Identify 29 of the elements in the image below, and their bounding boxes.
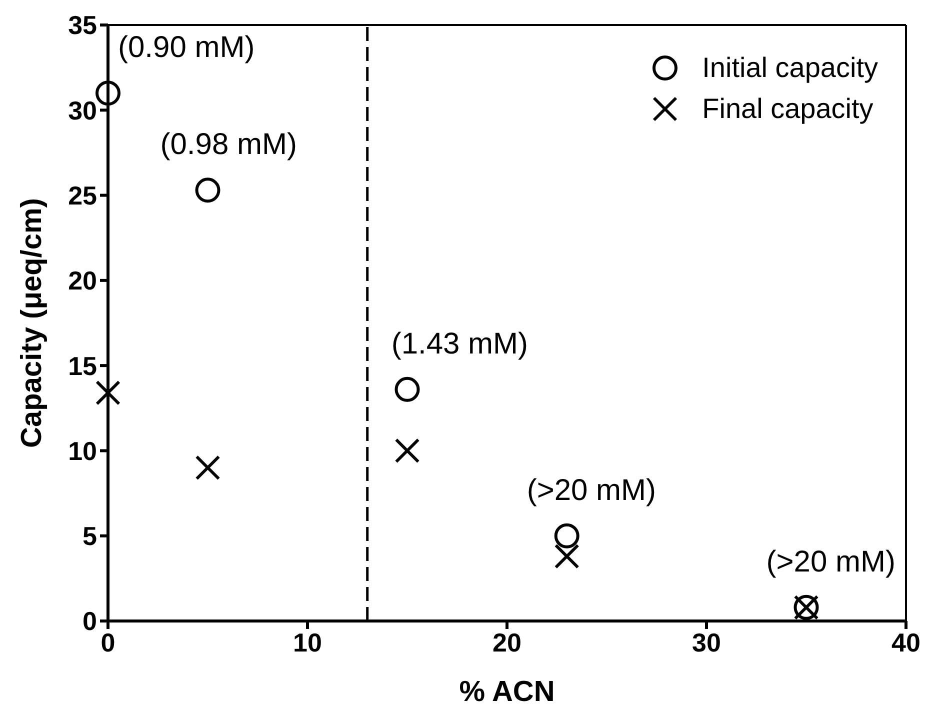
y-tick-label: 35	[68, 10, 97, 40]
point	[394, 376, 420, 402]
point	[394, 438, 420, 464]
y-tick-label: 30	[68, 95, 97, 126]
x-axis-title: % ACN	[459, 676, 555, 708]
y-axis-title: Capacity (μeq/cm)	[16, 198, 48, 448]
point	[554, 523, 580, 548]
y-tick-label: 0	[82, 606, 97, 636]
x-tick-label: 40	[892, 627, 920, 658]
y-tick-label: 25	[68, 180, 97, 211]
x-tick-label: 20	[492, 627, 522, 658]
legend-label: Initial capacity	[702, 52, 878, 82]
legend-label: Final capacity	[702, 92, 874, 124]
annotation: (1.43 mM)	[391, 327, 528, 360]
x-tick-label: 30	[692, 627, 721, 658]
point	[195, 455, 220, 480]
annotation: (0.90 mM)	[118, 31, 255, 64]
annotation: (>20 mM)	[766, 545, 896, 578]
point	[554, 544, 580, 569]
y-tick-label: 5	[82, 521, 97, 552]
point	[195, 178, 220, 203]
annotation: (>20 mM)	[526, 474, 656, 507]
point	[96, 80, 120, 106]
annotation: (0.98 mM)	[160, 128, 297, 162]
x-tick-label: 10	[293, 627, 322, 658]
y-tick-label: 20	[68, 266, 97, 296]
y-tick-label: 10	[68, 436, 97, 466]
point	[96, 380, 120, 406]
y-tick-label: 15	[68, 350, 97, 381]
